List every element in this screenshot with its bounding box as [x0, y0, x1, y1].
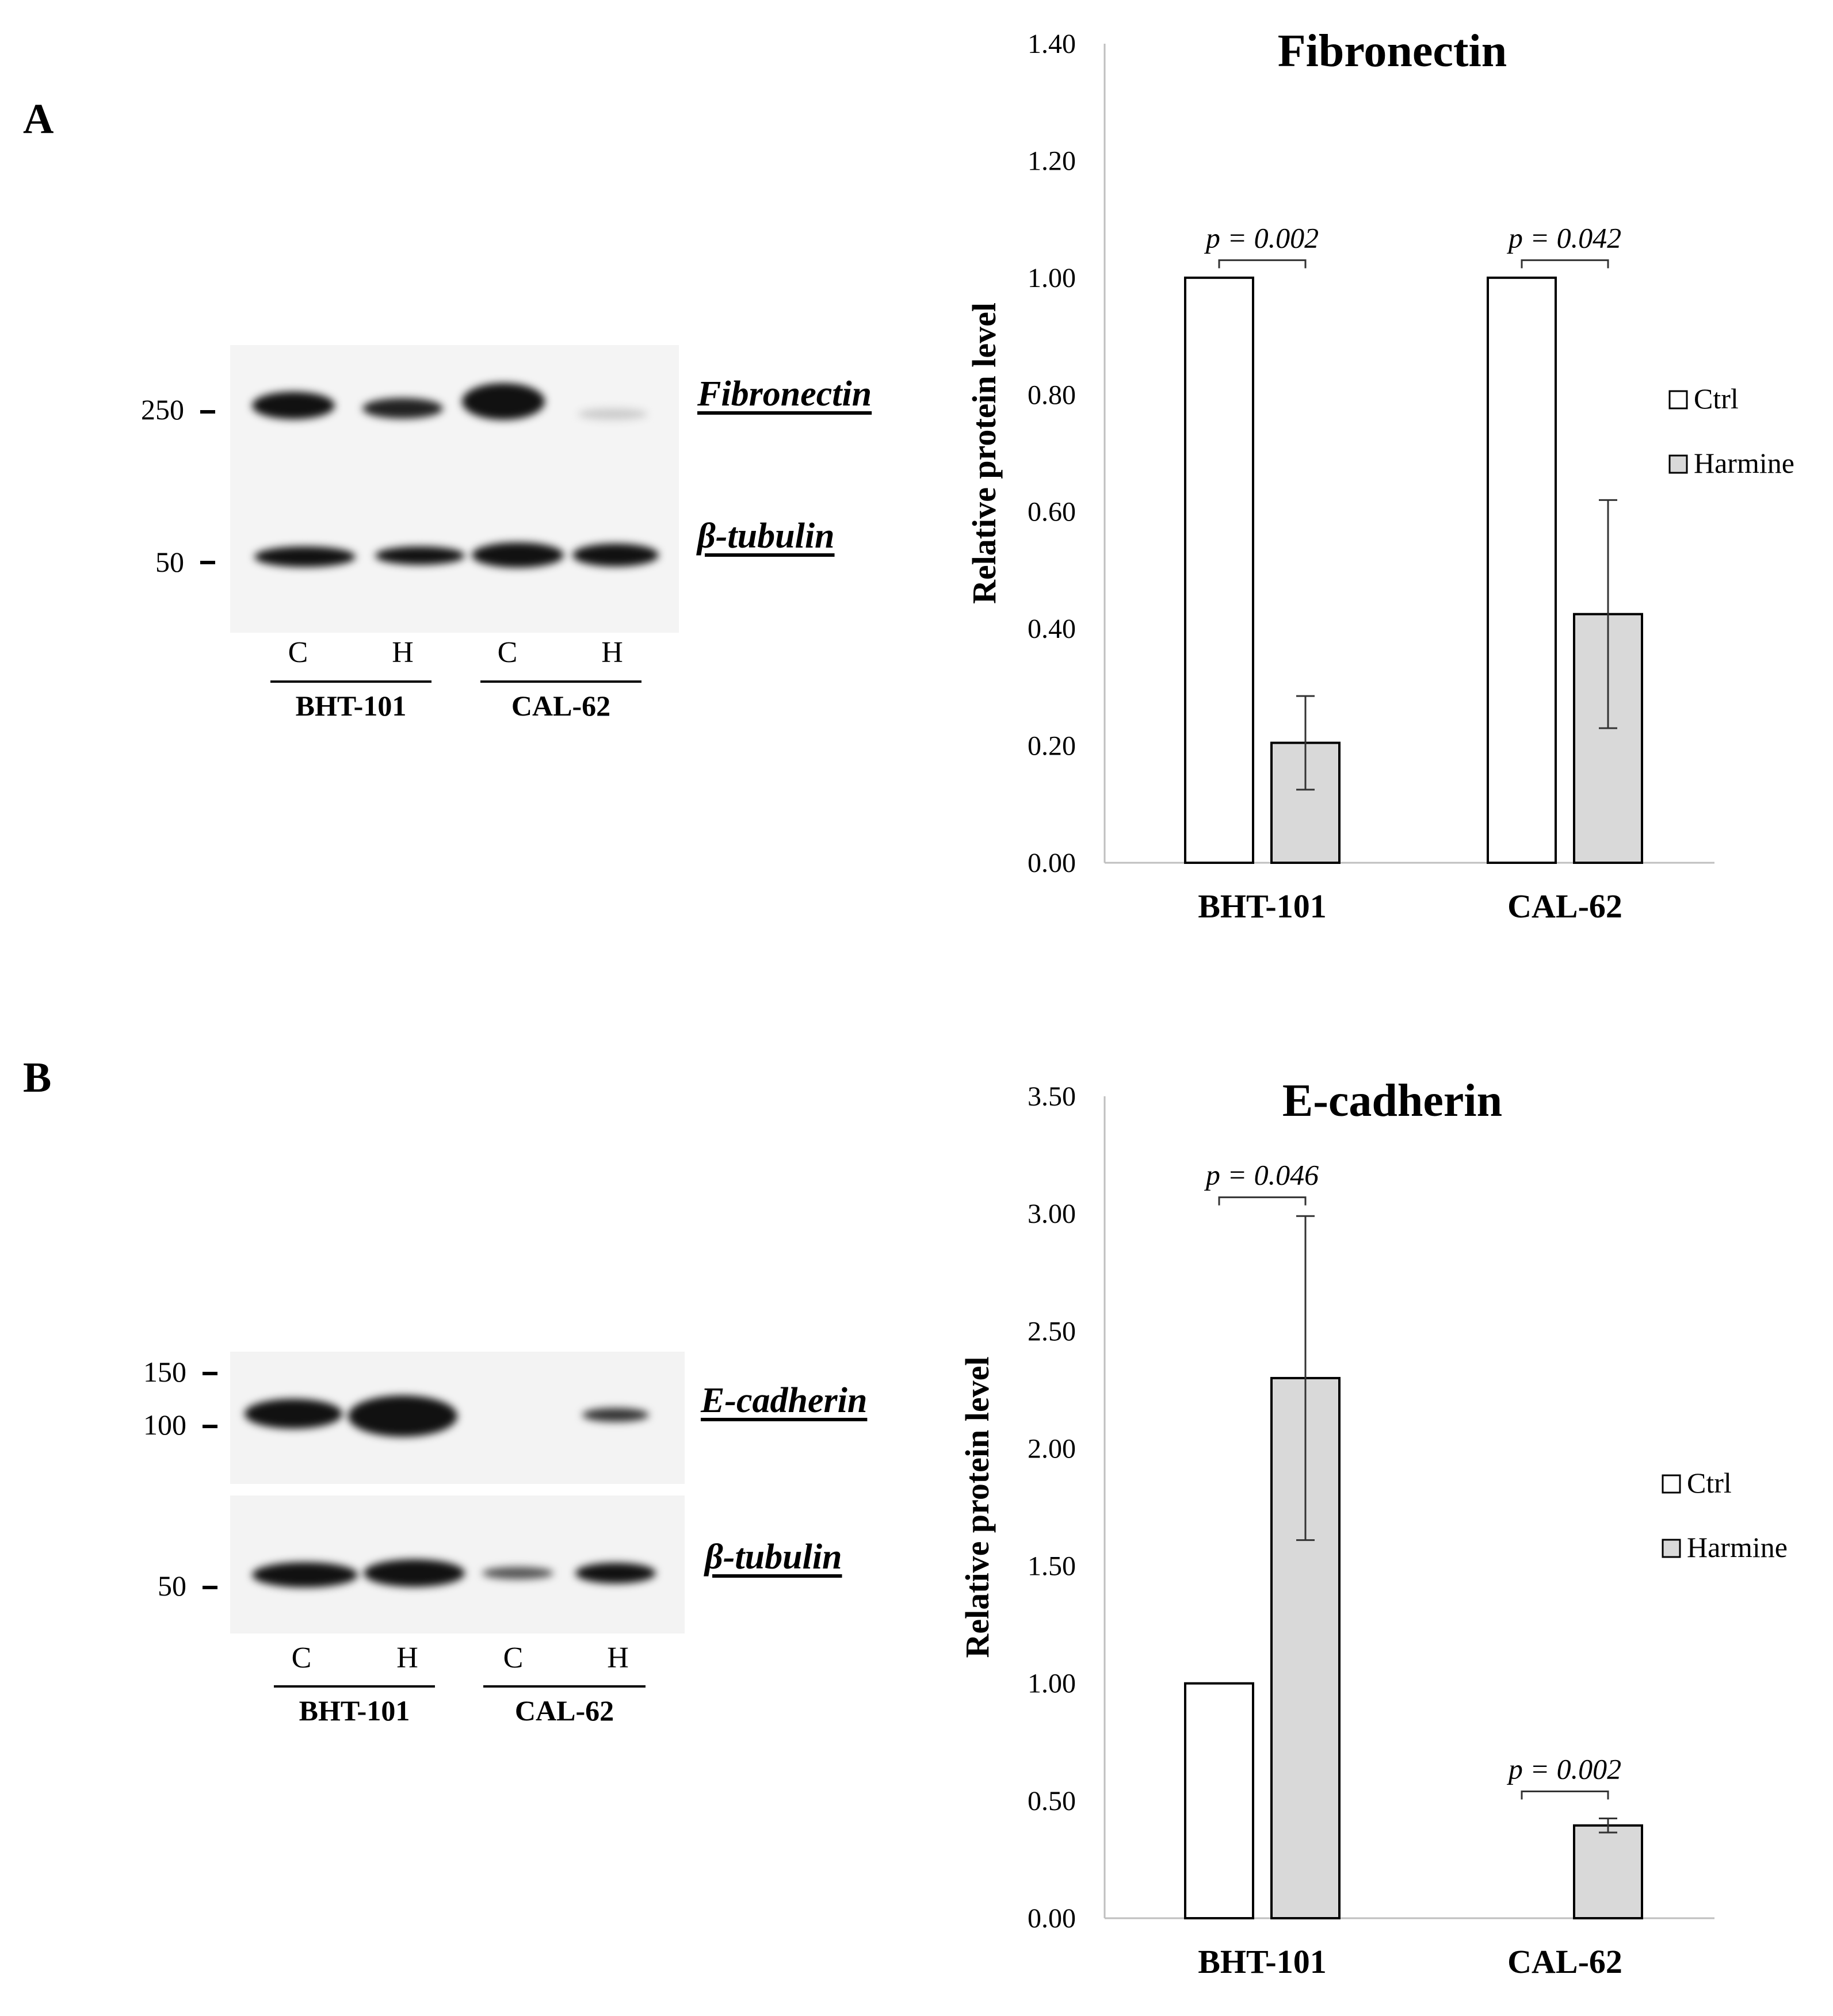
- protein-label-ecadherin: E-cadherin: [701, 1381, 868, 1420]
- legend-swatch: [1668, 390, 1688, 410]
- legend-label: Ctrl: [1694, 382, 1739, 415]
- y-axis-label: Relative protein level: [958, 1356, 996, 1658]
- p-value-annotation: p = 0.002: [1507, 1753, 1621, 1785]
- significance-bracket: [1521, 1791, 1609, 1800]
- significance-bracket: [1521, 259, 1609, 269]
- group-label: BHT-101: [299, 1694, 410, 1727]
- lane-label: C: [497, 636, 518, 669]
- bar: [1487, 276, 1557, 864]
- marker-tick: [200, 561, 215, 564]
- lane-label: C: [503, 1642, 524, 1674]
- y-tick-label: 0.80: [1028, 380, 1076, 410]
- y-tick-label: 2.00: [1028, 1433, 1076, 1464]
- legend-label: Harmine: [1687, 1531, 1788, 1563]
- y-tick-label: 0.50: [1028, 1786, 1076, 1816]
- lane-label: C: [288, 636, 308, 669]
- legend-label: Ctrl: [1687, 1467, 1732, 1499]
- lane-label: H: [396, 1642, 418, 1674]
- bar: [1184, 276, 1254, 864]
- y-tick-label: 0.60: [1028, 497, 1076, 527]
- legend-swatch: [1662, 1474, 1681, 1494]
- protein-label-fibronectin: Fibronectin: [697, 374, 872, 414]
- x-tick-label: BHT-101: [1198, 888, 1326, 925]
- group-line: [270, 680, 431, 683]
- chart-fibronectin: 0.00 0.20 0.40 0.60 0.80 1.00 1.20 1.40 Fibronec…: [965, 26, 1794, 925]
- blot-image-b: [230, 1352, 685, 1634]
- x-tick-label: BHT-101: [1198, 1943, 1326, 1980]
- y-tick-label: 0.40: [1028, 614, 1076, 644]
- bar: [1573, 1824, 1643, 1920]
- marker-tick: [203, 1372, 217, 1375]
- marker-tick: [200, 410, 215, 414]
- group-label: CAL-62: [514, 1694, 614, 1727]
- y-tick-label: 1.00: [1028, 263, 1076, 293]
- y-tick-label: 1.20: [1028, 146, 1076, 176]
- y-tick-label: 0.00: [1028, 848, 1076, 878]
- group-line: [274, 1685, 435, 1688]
- significance-bracket: [1218, 259, 1307, 269]
- y-tick-label: 3.50: [1028, 1081, 1076, 1112]
- protein-label-tubulin: β-tubulin: [697, 517, 835, 556]
- p-value-annotation: p = 0.046: [1204, 1159, 1319, 1191]
- marker-label: 150: [143, 1356, 186, 1388]
- legend-swatch: [1668, 454, 1688, 474]
- marker-label: 100: [143, 1409, 186, 1441]
- group-line: [480, 680, 641, 683]
- panel-letter-b: B: [23, 1054, 52, 1101]
- x-tick-label: CAL-62: [1507, 888, 1622, 925]
- y-tick-label: 1.50: [1028, 1551, 1076, 1582]
- chart-title: Fibronectin: [1278, 26, 1507, 76]
- bar: [1184, 1682, 1254, 1919]
- chart-title: E-cadherin: [1282, 1076, 1502, 1126]
- marker-tick: [203, 1586, 217, 1589]
- marker-label: 250: [141, 393, 184, 426]
- y-tick-label: 1.40: [1028, 29, 1076, 59]
- lane-label: C: [291, 1642, 312, 1674]
- x-tick-label: CAL-62: [1507, 1943, 1622, 1980]
- marker-label: 50: [155, 546, 184, 578]
- y-tick-label: 2.50: [1028, 1316, 1076, 1346]
- significance-bracket: [1218, 1196, 1307, 1206]
- marker-tick: [203, 1425, 217, 1428]
- lane-label: H: [392, 636, 414, 669]
- legend-swatch: [1662, 1539, 1681, 1558]
- y-axis-label: Relative protein level: [965, 303, 1003, 604]
- lane-label: H: [607, 1642, 629, 1674]
- lane-label: H: [601, 636, 623, 669]
- legend-label: Harmine: [1694, 447, 1794, 479]
- p-value-annotation: p = 0.042: [1507, 221, 1621, 254]
- marker-label: 50: [158, 1570, 186, 1602]
- group-label: CAL-62: [511, 690, 611, 722]
- blot-image-a: [230, 345, 679, 633]
- y-tick-label: 1.00: [1028, 1669, 1076, 1699]
- y-tick-label: 0.00: [1028, 1903, 1076, 1934]
- protein-label-tubulin: β-tubulin: [705, 1537, 842, 1577]
- p-value-annotation: p = 0.002: [1204, 221, 1319, 254]
- panel-letter-a: A: [23, 95, 54, 143]
- y-tick-label: 0.20: [1028, 731, 1076, 762]
- group-line: [483, 1685, 646, 1688]
- y-tick-label: 3.00: [1028, 1199, 1076, 1229]
- group-label: BHT-101: [295, 690, 407, 722]
- chart-ecadherin: 0.00 0.50 1.00 1.50 2.00 2.50 3.00 3.50 E-cadher…: [958, 1076, 1788, 1980]
